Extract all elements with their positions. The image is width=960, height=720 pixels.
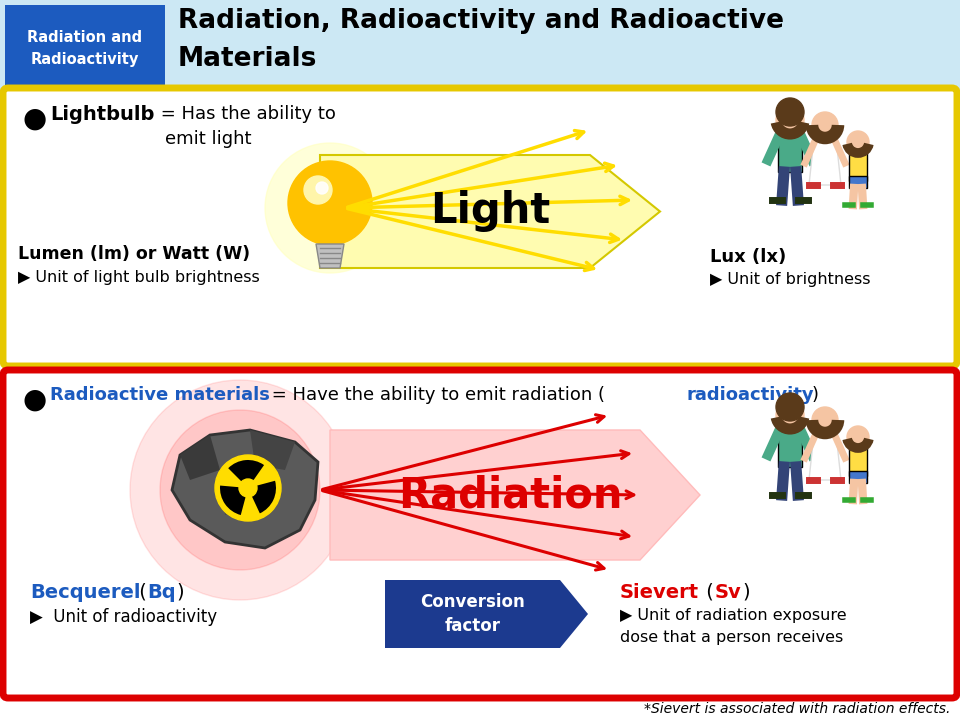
Text: Lightbulb: Lightbulb <box>50 105 155 124</box>
FancyBboxPatch shape <box>849 153 867 181</box>
Polygon shape <box>250 430 295 470</box>
Text: Radiation: Radiation <box>397 474 622 516</box>
Text: ): ) <box>812 386 819 404</box>
Circle shape <box>215 455 281 521</box>
Circle shape <box>847 426 869 448</box>
FancyBboxPatch shape <box>0 0 960 90</box>
FancyBboxPatch shape <box>3 370 957 698</box>
FancyBboxPatch shape <box>3 88 957 366</box>
Text: Radiation, Radioactivity and Radioactive: Radiation, Radioactivity and Radioactive <box>178 8 784 34</box>
Polygon shape <box>809 433 841 480</box>
Circle shape <box>160 410 320 570</box>
Circle shape <box>847 131 869 153</box>
Circle shape <box>239 479 257 497</box>
Circle shape <box>776 98 804 126</box>
FancyBboxPatch shape <box>778 134 802 172</box>
Text: ▶  Unit of radioactivity: ▶ Unit of radioactivity <box>30 608 217 626</box>
Polygon shape <box>385 580 588 648</box>
Circle shape <box>776 401 804 429</box>
Text: = Has the ability to: = Has the ability to <box>155 105 336 123</box>
Polygon shape <box>316 244 344 268</box>
Text: Materials: Materials <box>178 46 318 72</box>
FancyBboxPatch shape <box>849 471 867 483</box>
Polygon shape <box>809 138 841 185</box>
Text: ●: ● <box>22 386 46 414</box>
Text: ▶ Unit of radiation exposure: ▶ Unit of radiation exposure <box>620 608 847 623</box>
Circle shape <box>304 176 332 204</box>
Text: Radioactivity: Radioactivity <box>31 52 139 67</box>
Text: = Have the ability to emit radiation (: = Have the ability to emit radiation ( <box>266 386 605 404</box>
Text: Sv: Sv <box>715 583 742 602</box>
Text: Conversion
factor: Conversion factor <box>420 593 525 635</box>
Text: Bq: Bq <box>147 583 176 602</box>
Polygon shape <box>220 465 260 515</box>
Circle shape <box>812 112 838 138</box>
Text: ): ) <box>742 583 750 602</box>
Text: Radioactive materials: Radioactive materials <box>50 386 270 404</box>
Polygon shape <box>320 155 660 268</box>
Circle shape <box>316 182 328 194</box>
Circle shape <box>265 143 395 273</box>
Circle shape <box>776 106 804 134</box>
Wedge shape <box>220 485 248 515</box>
Text: Light: Light <box>430 191 550 233</box>
Polygon shape <box>180 435 220 480</box>
Circle shape <box>288 161 372 245</box>
Text: emit light: emit light <box>165 130 252 148</box>
Text: ▶ Unit of brightness: ▶ Unit of brightness <box>710 272 871 287</box>
FancyBboxPatch shape <box>849 448 867 476</box>
Text: Lumen (lm) or Watt (W): Lumen (lm) or Watt (W) <box>18 245 251 263</box>
Wedge shape <box>248 481 276 513</box>
Text: Sievert: Sievert <box>620 583 699 602</box>
Polygon shape <box>172 430 318 548</box>
Text: (: ( <box>700 583 713 602</box>
Text: ●: ● <box>22 105 46 133</box>
Text: ▶ Unit of light bulb brightness: ▶ Unit of light bulb brightness <box>18 270 260 285</box>
FancyBboxPatch shape <box>5 5 165 85</box>
Text: radioactivity: radioactivity <box>686 386 814 404</box>
Text: Radiation and: Radiation and <box>28 30 143 45</box>
Text: (: ( <box>133 583 147 602</box>
Text: Becquerel: Becquerel <box>30 583 140 602</box>
Wedge shape <box>228 460 264 488</box>
Circle shape <box>812 407 838 433</box>
Text: ): ) <box>176 583 183 602</box>
Circle shape <box>776 393 804 421</box>
Text: dose that a person receives: dose that a person receives <box>620 630 843 645</box>
Circle shape <box>130 380 350 600</box>
Text: *Sievert is associated with radiation effects.: *Sievert is associated with radiation ef… <box>643 702 950 716</box>
FancyBboxPatch shape <box>849 176 867 188</box>
FancyBboxPatch shape <box>778 429 802 467</box>
Text: Lux (lx): Lux (lx) <box>710 248 786 266</box>
Polygon shape <box>330 430 700 560</box>
